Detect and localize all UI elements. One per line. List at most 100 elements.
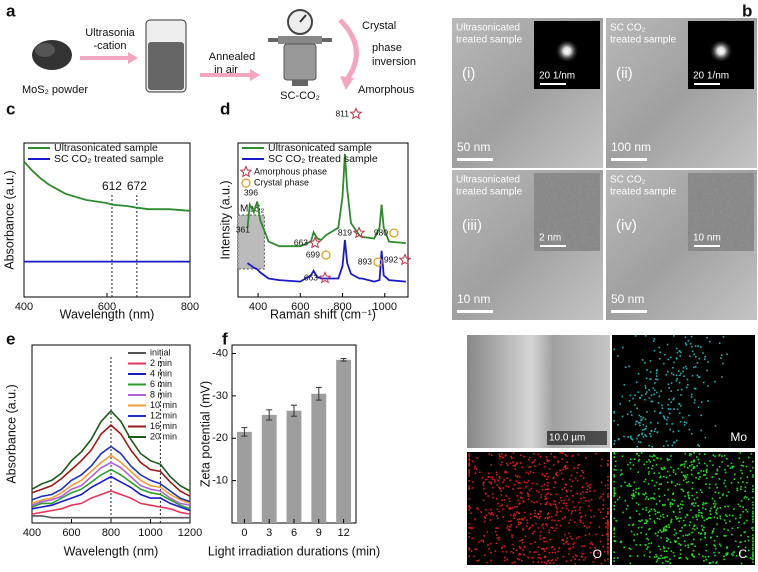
inset-scalebar bbox=[694, 245, 720, 247]
eds-dot bbox=[620, 469, 623, 472]
eds-dot bbox=[674, 528, 676, 531]
eds-dot bbox=[697, 406, 700, 409]
eds-dot bbox=[722, 362, 724, 365]
eds-dot bbox=[591, 543, 594, 546]
eds-dot bbox=[675, 473, 677, 475]
eds-dot bbox=[715, 562, 717, 564]
eds-dot bbox=[529, 550, 531, 553]
eds-dot bbox=[579, 519, 581, 522]
eds-dot bbox=[740, 541, 742, 543]
eds-dot bbox=[569, 519, 572, 521]
eds-dot bbox=[613, 535, 616, 538]
eds-dot bbox=[692, 543, 694, 545]
eds-dot bbox=[734, 517, 737, 520]
eds-dot bbox=[482, 482, 485, 485]
eds-dot bbox=[623, 435, 625, 438]
eds-dot bbox=[571, 510, 573, 512]
eds-dot bbox=[600, 464, 603, 467]
eds-dot bbox=[521, 541, 524, 544]
eds-dot bbox=[534, 465, 536, 467]
eds-dot bbox=[651, 479, 653, 482]
eds-dot bbox=[707, 400, 709, 402]
eds-dot bbox=[671, 444, 674, 447]
eds-dot bbox=[648, 555, 651, 558]
eds-dot bbox=[658, 487, 660, 490]
eds-dot bbox=[716, 507, 719, 510]
eds-dot bbox=[613, 488, 616, 490]
eds-dot bbox=[565, 560, 568, 563]
eds-dot bbox=[692, 555, 695, 558]
eds-dot bbox=[669, 356, 672, 359]
eds-dot bbox=[518, 503, 520, 505]
eds-dot bbox=[700, 512, 703, 514]
eds-dot bbox=[685, 534, 687, 536]
eds-dot bbox=[490, 483, 492, 485]
eds-dot bbox=[703, 519, 706, 522]
eds-dot bbox=[655, 372, 658, 375]
eds-dot bbox=[746, 510, 749, 513]
eds-dot bbox=[665, 373, 668, 376]
amorphous-marker bbox=[318, 271, 332, 284]
eds-dot bbox=[530, 487, 533, 490]
eds-dot bbox=[490, 454, 493, 456]
eds-dot bbox=[548, 551, 551, 554]
scale-label: 50 nm bbox=[457, 140, 490, 154]
eds-dot bbox=[576, 479, 579, 482]
eds-dot bbox=[728, 514, 731, 517]
eds-dot bbox=[656, 511, 659, 514]
eds-dot bbox=[713, 506, 716, 508]
eds-dot bbox=[647, 546, 649, 549]
eds-dot bbox=[504, 556, 506, 559]
eds-dot bbox=[563, 543, 565, 545]
eds-dot bbox=[519, 547, 522, 549]
eds-dot bbox=[747, 539, 750, 542]
eds-dot bbox=[505, 495, 508, 497]
eds-dot bbox=[518, 512, 521, 515]
eds-dot bbox=[535, 522, 537, 525]
eds-dot bbox=[653, 349, 656, 352]
eds-dot bbox=[675, 532, 678, 535]
eds-dot bbox=[545, 503, 548, 505]
scale-label: 50 nm bbox=[611, 292, 644, 306]
eds-dot bbox=[497, 502, 499, 505]
eds-dot bbox=[695, 476, 697, 479]
eds-dot bbox=[645, 506, 648, 509]
eds-dot bbox=[745, 555, 748, 558]
eds-dot bbox=[662, 468, 664, 471]
eds-dot bbox=[528, 489, 531, 491]
eds-dot bbox=[752, 538, 754, 540]
eds-dot bbox=[699, 476, 701, 478]
eds-dot bbox=[563, 466, 566, 468]
eds-dot bbox=[570, 559, 573, 562]
eds-dot bbox=[650, 394, 653, 396]
eds-dot bbox=[650, 497, 652, 500]
eds-dot bbox=[540, 503, 542, 505]
eds-dot bbox=[494, 530, 497, 533]
eds-dot bbox=[654, 513, 657, 515]
eds-dot bbox=[718, 551, 720, 554]
eds-dot bbox=[690, 432, 693, 435]
eds-dot bbox=[552, 503, 555, 505]
eds-dot bbox=[669, 505, 672, 508]
eds-dot bbox=[550, 504, 552, 507]
eds-dot bbox=[752, 552, 754, 555]
eds-dot bbox=[692, 538, 695, 541]
eds-dot bbox=[630, 485, 632, 487]
eds-dot bbox=[666, 419, 668, 421]
eds-dot bbox=[686, 378, 689, 381]
eds-dot bbox=[669, 562, 672, 565]
eds-dot bbox=[628, 365, 630, 368]
eds-dot bbox=[632, 492, 635, 495]
eds-dot bbox=[516, 461, 519, 464]
eds-dot bbox=[692, 527, 694, 530]
eds-dot bbox=[673, 540, 676, 542]
eds-map bbox=[612, 335, 755, 448]
eds-dot bbox=[580, 515, 583, 518]
eds-dot bbox=[714, 380, 716, 383]
eds-dot bbox=[709, 340, 711, 343]
eds-dot bbox=[578, 509, 581, 511]
eds-dot bbox=[540, 493, 543, 496]
eds-dot bbox=[546, 501, 548, 504]
eds-dot bbox=[675, 515, 677, 518]
eds-dot bbox=[613, 453, 616, 455]
